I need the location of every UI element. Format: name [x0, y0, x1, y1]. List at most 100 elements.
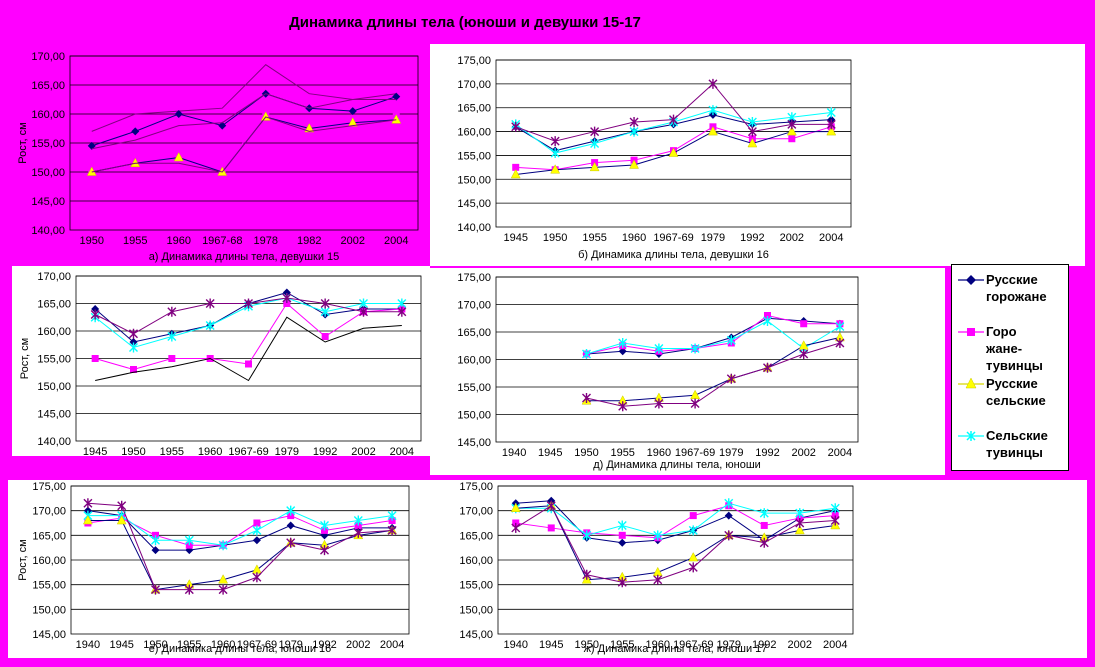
data-point: [252, 525, 262, 536]
data-point: [747, 117, 757, 128]
chart-caption: ж) Динамика длины тела, юноши 17: [584, 643, 768, 655]
data-point: [512, 163, 520, 171]
data-point: [253, 519, 261, 527]
x-tick-label: 1945: [109, 639, 133, 651]
data-point: [800, 320, 808, 328]
data-point: [708, 126, 718, 136]
x-tick-label: 1955: [610, 447, 634, 459]
data-point: [245, 360, 252, 368]
data-point: [359, 306, 368, 317]
x-tick-label: 1992: [740, 232, 764, 244]
data-point: [252, 536, 261, 545]
chart-panel-b: 140,00 145,00 150,00 155,00 160,00 165,00 170,…: [430, 44, 1085, 266]
chart-caption: а) Динамика длины тела, девушки 15: [149, 251, 340, 263]
data-point: [546, 500, 556, 511]
data-point: [582, 349, 591, 359]
y-tick-label: 150,00: [37, 381, 71, 393]
y-tick-label: 145,00: [459, 629, 493, 641]
data-point: [589, 161, 600, 172]
y-tick-label: 155,00: [457, 382, 491, 394]
data-point: [629, 159, 639, 169]
data-point: [629, 117, 639, 128]
data-point: [688, 525, 698, 536]
x-tick-label: 1955: [160, 446, 184, 456]
data-point: [669, 114, 678, 125]
x-tick-label: 1945: [538, 447, 562, 459]
series-path: [87, 510, 393, 546]
x-tick-label: 2004: [819, 232, 843, 244]
y-tick-label: 140,00: [31, 225, 65, 237]
data-point: [283, 300, 291, 307]
x-tick-label: 1940: [76, 639, 100, 651]
data-point: [550, 164, 561, 174]
legend-marker-diamond: [956, 271, 986, 287]
data-point: [547, 524, 555, 532]
series-path: [586, 320, 841, 355]
y-tick-label: 160,00: [457, 355, 491, 367]
data-point: [760, 521, 768, 529]
chart-legend: Русские горожане Горо жане- тувинцы Русс…: [951, 264, 1069, 471]
data-point: [550, 136, 560, 147]
chart-caption: д) Динамика длины тела, юноши: [593, 459, 761, 471]
series-path: [87, 515, 393, 546]
chart-panel-e: 145,00 150,00 155,00 160,00 165,00 170,00 175,…: [8, 480, 436, 658]
chart-panel-a: 140,00 145,00 150,00 155,00 160,00 165,00 170,…: [0, 36, 430, 268]
data-point: [282, 293, 292, 303]
data-point: [347, 117, 358, 127]
series-path: [91, 116, 397, 173]
x-tick-label: 2004: [384, 235, 408, 247]
data-point: [117, 500, 127, 511]
y-tick-label: 155,00: [459, 580, 493, 592]
data-point: [129, 328, 138, 339]
y-axis-label: Рост, см: [17, 539, 29, 580]
data-point: [690, 343, 700, 354]
x-tick-label: 1967-69: [675, 447, 715, 459]
x-tick-label: 1967-69: [237, 639, 277, 651]
series-path: [515, 500, 836, 544]
data-point: [91, 355, 99, 362]
legend-item: Русские сельские: [956, 375, 1066, 409]
data-point: [582, 393, 591, 403]
data-point: [151, 546, 160, 555]
y-tick-label: 150,00: [457, 174, 491, 186]
chart-panel-v: 140,00 145,00 150,00 155,00 160,00 165,00 170,…: [12, 266, 430, 456]
data-point: [167, 306, 177, 317]
x-tick-label: 1979: [719, 447, 743, 459]
y-tick-label: 170,00: [32, 506, 66, 518]
series-path: [515, 505, 836, 539]
x-tick-label: 2004: [823, 639, 847, 651]
y-tick-label: 155,00: [31, 138, 65, 150]
data-point: [320, 520, 329, 531]
legend-marker-triangle: [956, 375, 986, 391]
data-point: [151, 584, 160, 595]
data-point: [826, 119, 836, 130]
data-point: [185, 546, 194, 555]
y-tick-label: 160,00: [32, 555, 66, 567]
y-tick-label: 140,00: [457, 222, 491, 234]
data-point: [511, 522, 521, 533]
data-point: [286, 521, 295, 530]
y-tick-label: 165,00: [457, 103, 491, 115]
data-point: [304, 122, 315, 133]
data-point: [320, 531, 329, 540]
series-path: [515, 502, 836, 536]
x-tick-label: 2004: [828, 447, 852, 459]
data-point: [763, 362, 772, 373]
y-tick-label: 150,00: [457, 410, 491, 422]
y-tick-label: 175,00: [459, 481, 493, 493]
x-tick-label: 1945: [539, 639, 563, 651]
data-point: [286, 505, 296, 516]
x-tick-label: 1940: [502, 447, 526, 459]
legend-item: Горо жане- тувинцы: [956, 323, 1066, 374]
data-point: [668, 147, 679, 157]
x-tick-label: 1950: [80, 235, 104, 247]
y-tick-label: 170,00: [457, 79, 491, 91]
y-tick-label: 170,00: [37, 271, 71, 283]
data-point: [218, 540, 228, 551]
y-tick-label: 160,00: [31, 109, 65, 121]
plot-area: [495, 59, 852, 228]
data-point: [726, 335, 736, 346]
data-point: [392, 92, 401, 101]
legend-marker-square: [956, 323, 986, 339]
data-point: [654, 398, 664, 409]
